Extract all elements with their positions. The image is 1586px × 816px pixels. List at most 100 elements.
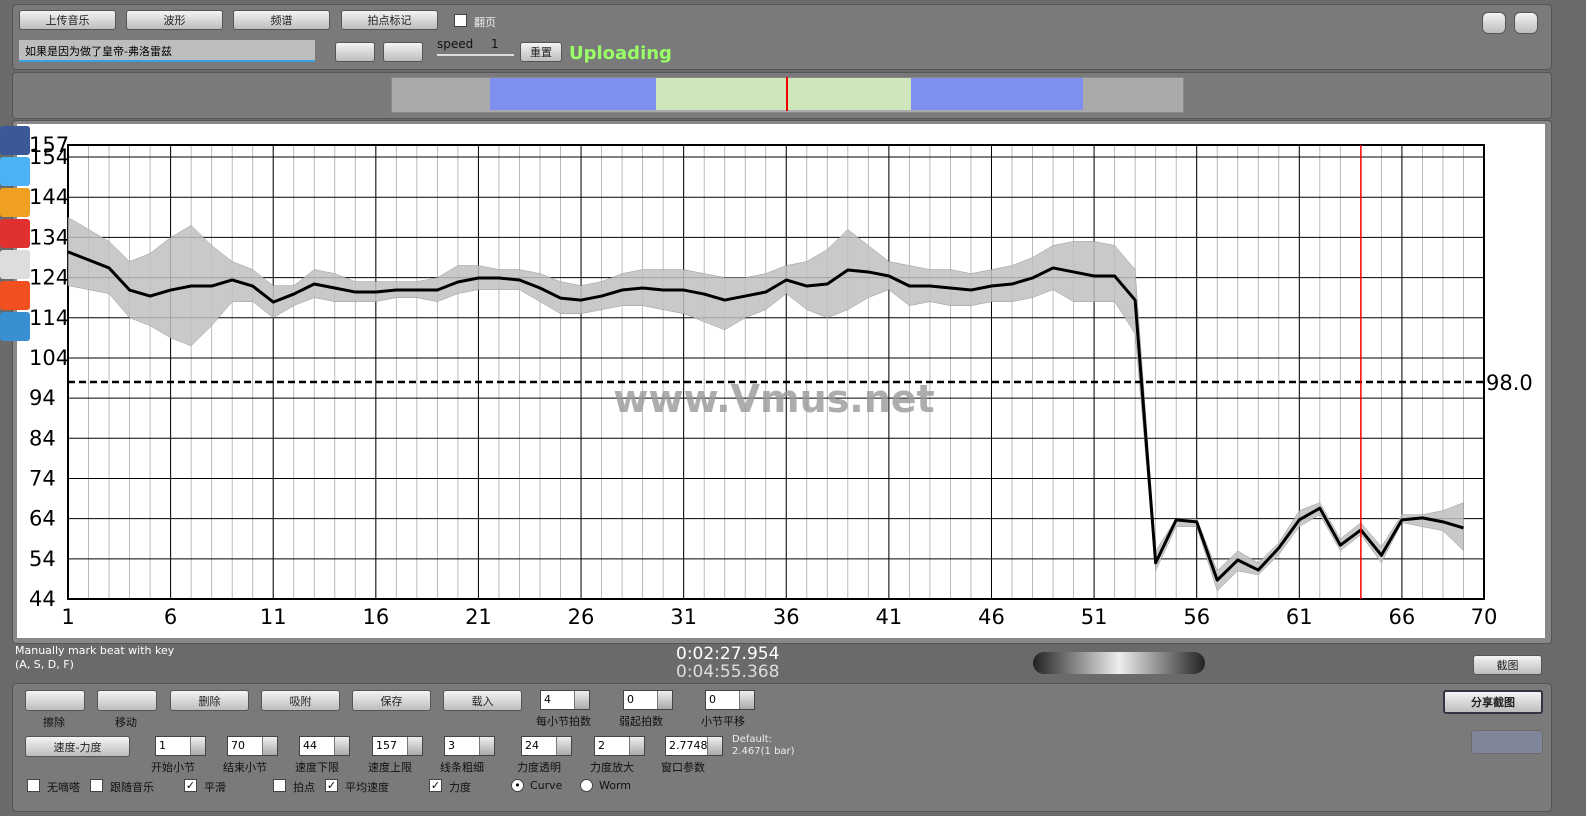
x-tick-label: 66: [1389, 605, 1416, 629]
x-tick-label: 36: [773, 605, 800, 629]
share-icon[interactable]: [0, 250, 30, 279]
checkbox-label: 力度: [449, 781, 471, 794]
x-tick-label: 6: [164, 605, 177, 629]
spinner-label: 速度上限: [368, 761, 412, 774]
x-tick-label: 46: [978, 605, 1005, 629]
action-button[interactable]: 载入: [443, 690, 522, 711]
y-tick-label: 154: [29, 145, 69, 169]
spinner[interactable]: 157: [372, 736, 423, 756]
radio[interactable]: [580, 779, 593, 792]
time-current: 0:02:27.954: [676, 644, 780, 664]
toolbar-button[interactable]: 波形: [126, 10, 223, 30]
checkbox-label: 平滑: [204, 781, 226, 794]
spinner-label: 小节平移: [701, 715, 745, 728]
status: Uploading: [569, 43, 672, 64]
y-tick-label: 74: [29, 466, 56, 490]
share-icon[interactable]: [0, 126, 30, 155]
volume-slider[interactable]: [1033, 652, 1205, 674]
fullscreen-button[interactable]: [1514, 12, 1538, 34]
share-icon[interactable]: [0, 219, 30, 248]
share-icon[interactable]: [0, 188, 30, 217]
hint: Manually mark beat with key: [15, 644, 175, 657]
x-tick-label: 16: [362, 605, 389, 629]
plot-frame: [67, 144, 1485, 600]
x-tick-label: 31: [670, 605, 697, 629]
song-field[interactable]: 如果是因为做了皇帝-弗洛雷兹: [19, 40, 315, 62]
y-tick-label: 157: [29, 133, 69, 157]
spinner-label: 每小节拍数: [536, 715, 591, 728]
spinner-label: 力度放大: [590, 761, 634, 774]
x-tick-label: 41: [876, 605, 903, 629]
y-tick-label: 94: [29, 386, 56, 410]
checkbox[interactable]: [27, 779, 40, 792]
checkbox[interactable]: ✓: [325, 779, 338, 792]
page-turn-checkbox[interactable]: [454, 14, 467, 27]
x-tick-label: 21: [465, 605, 492, 629]
reset-button[interactable]: 重置: [520, 42, 562, 62]
share-icon[interactable]: [0, 281, 30, 310]
toolbar-button[interactable]: 上传音乐: [19, 10, 116, 30]
spinner[interactable]: 70: [227, 736, 278, 756]
x-tick-label: 51: [1081, 605, 1108, 629]
y-tick-label: 84: [29, 426, 56, 450]
mode-button[interactable]: 速度-力度: [25, 736, 130, 757]
checkbox-label: 无嘀嗒: [47, 781, 80, 794]
spinner[interactable]: 44: [299, 736, 350, 756]
y-tick-label: 124: [29, 266, 69, 290]
x-tick-label: 1: [61, 605, 74, 629]
radio-label: Worm: [599, 779, 632, 792]
spinner-label: 力度透明: [517, 761, 561, 774]
spinner-label: 线条粗细: [440, 761, 484, 774]
default-note: Default:: [732, 734, 772, 745]
tool-button[interactable]: [97, 690, 157, 711]
speed-value: 1: [491, 37, 499, 51]
toolbar-button[interactable]: 拍点标记: [341, 10, 438, 30]
overview-cursor: [786, 77, 788, 111]
checkbox[interactable]: [273, 779, 286, 792]
disabled-button[interactable]: [1471, 730, 1543, 754]
y-tick-label: 134: [29, 225, 69, 249]
hint: (A, S, D, F): [15, 658, 74, 671]
play-button[interactable]: [383, 42, 423, 62]
share-icon[interactable]: [0, 312, 30, 341]
y-tick-label: 54: [29, 547, 56, 571]
y-tick-label: 144: [29, 185, 69, 209]
x-tick-label: 56: [1183, 605, 1210, 629]
action-button[interactable]: 保存: [352, 690, 431, 711]
spinner[interactable]: 24: [521, 736, 572, 756]
tool-button[interactable]: [25, 690, 85, 711]
spinner[interactable]: 1: [155, 736, 206, 756]
spinner[interactable]: 0: [705, 690, 755, 710]
spinner[interactable]: 2.7748: [665, 736, 723, 756]
x-tick-label: 26: [568, 605, 595, 629]
action-button[interactable]: 吸附: [261, 690, 340, 711]
spinner[interactable]: 3: [444, 736, 495, 756]
prev-button[interactable]: [335, 42, 375, 62]
y-tick-label: 104: [29, 346, 69, 370]
y-tick-label: 64: [29, 507, 56, 531]
spinner-label: 开始小节: [151, 761, 195, 774]
x-tick-label: 61: [1286, 605, 1313, 629]
home-button[interactable]: [1482, 12, 1506, 34]
radio[interactable]: •: [511, 779, 524, 792]
spinner-label: 结束小节: [223, 761, 267, 774]
checkbox[interactable]: ✓: [184, 779, 197, 792]
spinner[interactable]: 2: [594, 736, 645, 756]
share-button[interactable]: 分享截图: [1443, 690, 1543, 714]
time-total: 0:04:55.368: [676, 662, 780, 682]
spinner-label: 弱起拍数: [619, 715, 663, 728]
tool-label: 移动: [115, 716, 137, 729]
spinner[interactable]: 4: [540, 690, 590, 710]
spinner[interactable]: 0: [623, 690, 673, 710]
checkbox[interactable]: [90, 779, 103, 792]
action-button[interactable]: 删除: [170, 690, 249, 711]
speed-label: speed: [437, 37, 474, 51]
speed-slider[interactable]: [437, 54, 514, 56]
tool-label: 擦除: [43, 716, 65, 729]
toolbar-button[interactable]: 频谱: [233, 10, 330, 30]
screenshot-button[interactable]: 截图: [1473, 655, 1542, 675]
share-icon[interactable]: [0, 157, 30, 186]
checkbox[interactable]: ✓: [429, 779, 442, 792]
